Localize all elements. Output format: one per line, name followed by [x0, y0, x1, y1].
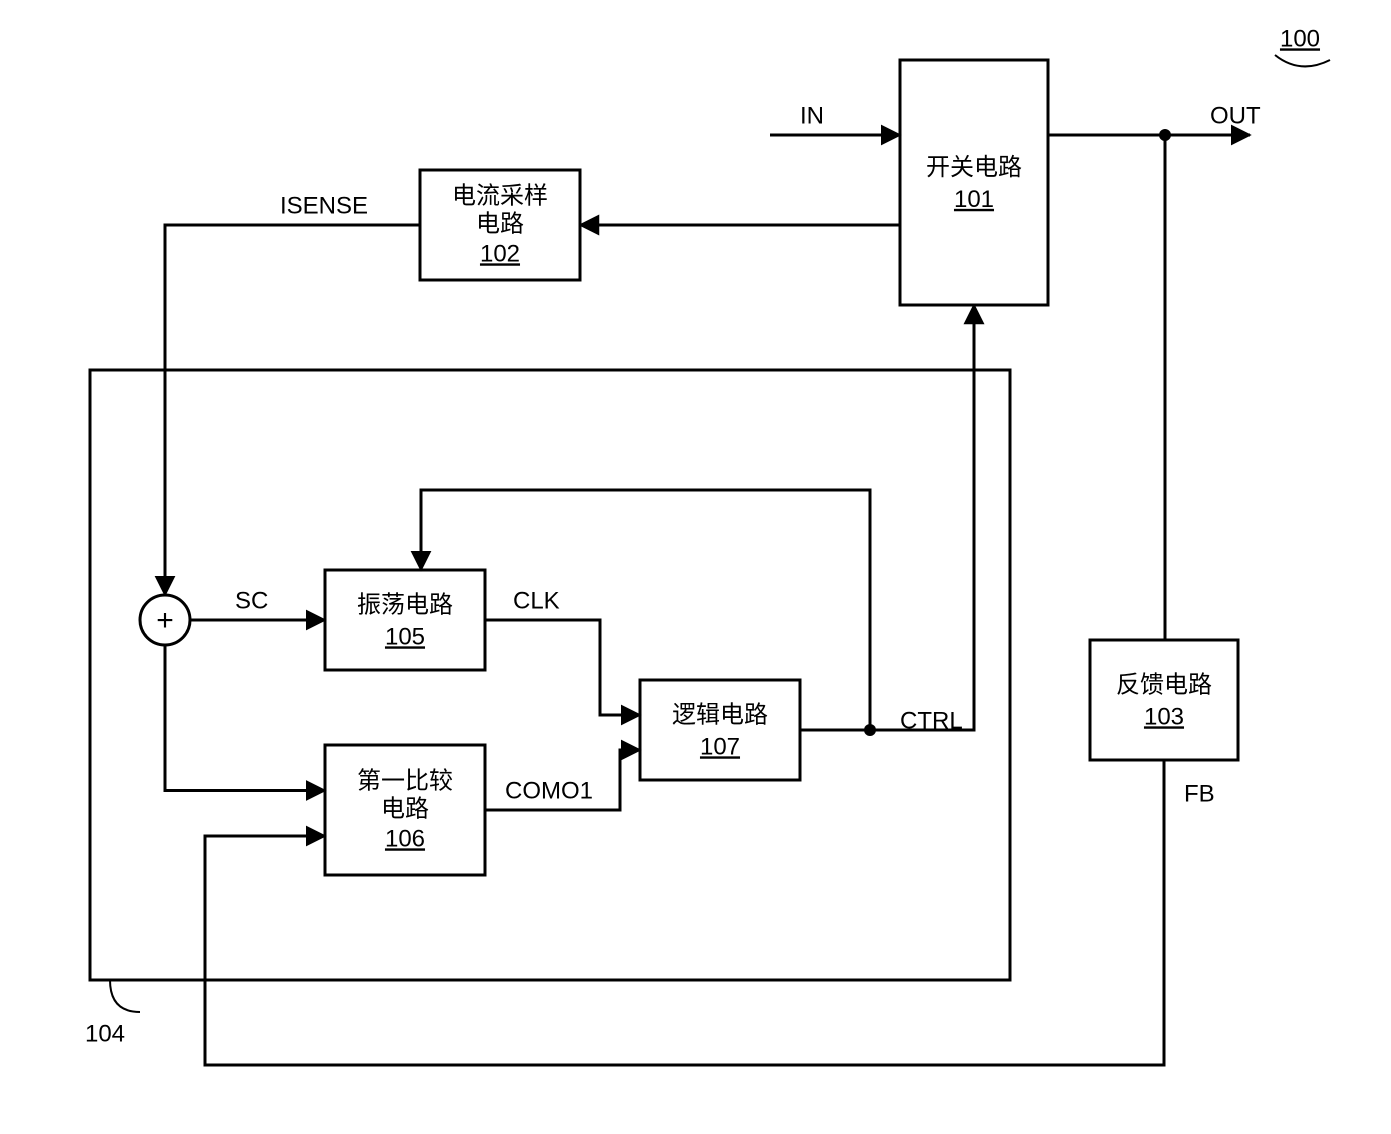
label-out: OUT: [1210, 102, 1261, 129]
block-feedback: [1090, 640, 1238, 760]
ref-100: 100: [1280, 25, 1320, 52]
label-clk: CLK: [513, 587, 560, 614]
label-sc: SC: [235, 587, 268, 614]
label-como1: COMO1: [505, 777, 593, 804]
label-isense: ISENSE: [280, 192, 368, 219]
summing-plus: +: [156, 604, 174, 637]
block-logic-ref: 107: [700, 733, 740, 760]
block-comp-title: 第一比较: [357, 767, 453, 794]
block-logic-title: 逻辑电路: [672, 701, 768, 728]
label-fb: FB: [1184, 780, 1215, 807]
block-switch-title: 开关电路: [926, 154, 1022, 181]
block-switch-ref: 101: [954, 186, 994, 213]
block-switch: [900, 60, 1048, 305]
ref-104: 104: [85, 1020, 125, 1047]
block-feedback-ref: 103: [1144, 703, 1184, 730]
block-logic: [640, 680, 800, 780]
block-comp-ref: 106: [385, 825, 425, 852]
block-feedback-title: 反馈电路: [1116, 671, 1212, 698]
block-isense-ref: 102: [480, 240, 520, 267]
label-in: IN: [800, 102, 824, 129]
block-osc-ref: 105: [385, 623, 425, 650]
outer-box: [90, 370, 1010, 980]
leader-100: [1275, 55, 1330, 66]
block-osc: [325, 570, 485, 670]
block-isense-title2: 电路: [476, 210, 524, 237]
block-comp-title2: 电路: [381, 795, 429, 822]
block-isense-title: 电流采样: [452, 182, 548, 209]
block-osc-title: 振荡电路: [357, 591, 453, 618]
leader-104: [110, 980, 140, 1012]
